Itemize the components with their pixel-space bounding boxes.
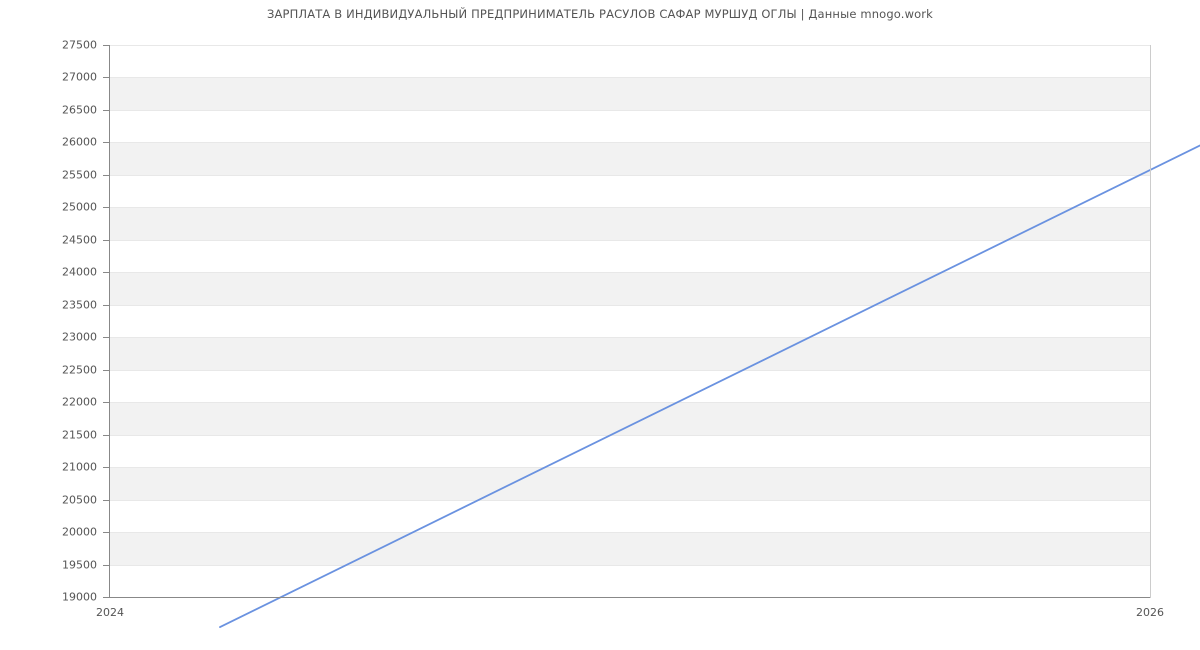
plot-right-border <box>1150 45 1151 598</box>
y-axis-tick-label: 19500 <box>62 558 97 572</box>
y-axis-tick-label: 23500 <box>62 298 97 312</box>
background-band <box>110 434 1150 468</box>
background-band <box>110 174 1150 208</box>
background-band <box>110 45 1150 78</box>
y-axis-tick <box>103 239 110 241</box>
y-axis-tick <box>103 77 110 79</box>
y-axis-tick <box>103 434 110 436</box>
y-axis-tick-label: 21500 <box>62 428 97 442</box>
gridline <box>110 207 1150 209</box>
background-band <box>110 272 1150 305</box>
background-band <box>110 207 1150 240</box>
chart-title: ЗАРПЛАТА В ИНДИВИДУАЛЬНЫЙ ПРЕДПРИНИМАТЕЛ… <box>266 7 933 21</box>
y-axis-tick <box>103 142 110 144</box>
background-band <box>110 564 1150 597</box>
y-axis-tick-label: 20500 <box>62 493 97 507</box>
background-band <box>110 499 1150 533</box>
y-axis-tick <box>103 499 110 501</box>
y-axis-tick <box>103 369 110 371</box>
y-axis-tick-label: 25500 <box>62 168 97 182</box>
data-line <box>220 116 1200 627</box>
y-axis-tick <box>103 337 110 339</box>
y-axis-line <box>109 45 110 598</box>
y-axis-tick <box>103 402 110 404</box>
y-axis-tick-label: 21000 <box>62 460 97 474</box>
y-axis-tick <box>103 207 110 209</box>
gridline <box>110 109 1150 111</box>
y-axis-tick <box>103 597 110 598</box>
gridline <box>110 174 1150 176</box>
y-axis-tick-label: 26500 <box>62 103 97 117</box>
background-band <box>110 109 1150 143</box>
background-band <box>110 369 1150 403</box>
y-axis-tick-label: 24000 <box>62 265 97 279</box>
y-axis-tick <box>103 304 110 306</box>
gridline <box>110 532 1150 534</box>
background-band <box>110 77 1150 110</box>
background-band <box>110 337 1150 370</box>
y-axis-tick <box>103 45 110 46</box>
x-axis-tick-label: 2024 <box>96 606 124 619</box>
gridline <box>110 142 1150 144</box>
y-axis-tick-label: 22000 <box>62 395 97 409</box>
series-line-salary <box>220 90 1200 642</box>
y-axis-tick <box>103 109 110 111</box>
gridline <box>110 564 1150 566</box>
y-axis-tick <box>103 272 110 274</box>
x-axis-tick-label: 2026 <box>1136 606 1164 619</box>
y-axis-tick-label: 27000 <box>62 70 97 84</box>
gridline <box>110 434 1150 436</box>
y-axis-tick-label: 25000 <box>62 200 97 214</box>
gridline <box>110 499 1150 501</box>
background-band <box>110 532 1150 565</box>
y-axis-tick <box>103 532 110 534</box>
y-axis-tick-label: 26000 <box>62 135 97 149</box>
y-axis-tick-label: 22500 <box>62 363 97 377</box>
y-axis-tick-label: 19000 <box>62 590 97 604</box>
background-band <box>110 467 1150 500</box>
gridline <box>110 337 1150 339</box>
gridline <box>110 272 1150 274</box>
gridline <box>110 467 1150 469</box>
gridline <box>110 402 1150 404</box>
background-band <box>110 304 1150 338</box>
y-axis-tick <box>103 564 110 566</box>
x-axis-line <box>110 597 1151 598</box>
y-axis-tick-label: 23000 <box>62 330 97 344</box>
gridline <box>110 304 1150 306</box>
gridline <box>110 45 1150 46</box>
y-axis-tick <box>103 174 110 176</box>
gridline <box>110 77 1150 79</box>
gridline <box>110 239 1150 241</box>
background-band <box>110 142 1150 175</box>
y-axis-tick-label: 24500 <box>62 233 97 247</box>
y-axis-tick <box>103 467 110 469</box>
y-axis-tick-label: 20000 <box>62 525 97 539</box>
y-axis-tick-label: 27500 <box>62 38 97 52</box>
background-band <box>110 402 1150 435</box>
plot-area <box>110 45 1150 597</box>
gridline <box>110 369 1150 371</box>
